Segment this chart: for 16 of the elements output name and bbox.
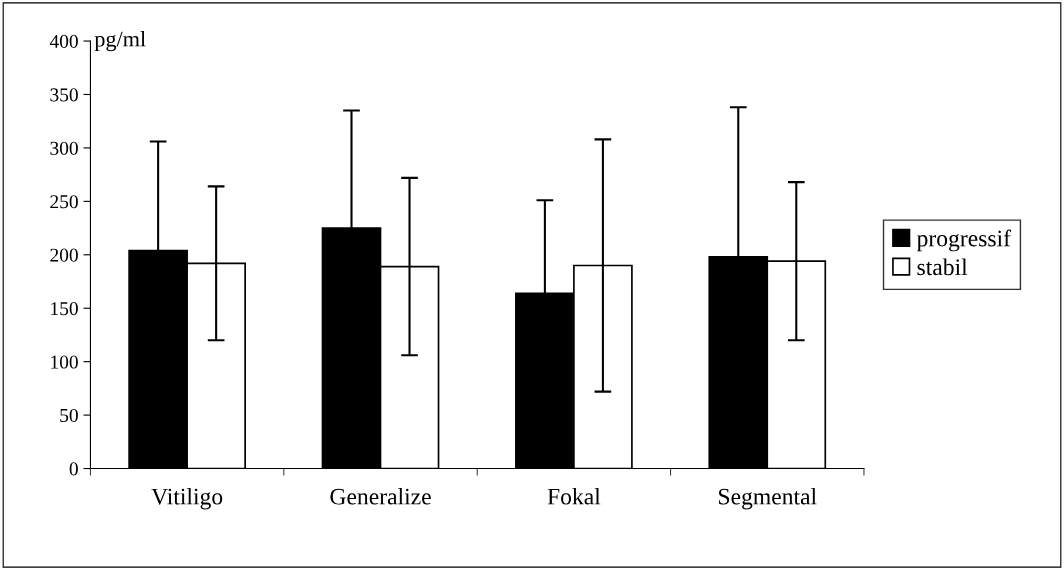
y-tick-label: 150 — [51, 302, 78, 316]
y-tick-label: 350 — [50, 88, 78, 102]
y-tick-label: 0 — [69, 462, 78, 476]
x-tick-label: Fokal — [547, 487, 601, 505]
y-tick-label: 50 — [60, 408, 78, 423]
legend-label: stabil — [917, 258, 968, 276]
y-tick-label: 250 — [50, 195, 78, 209]
y-tick-label: 100 — [51, 355, 78, 369]
x-tick-label: Generalize — [330, 487, 431, 505]
y-tick-label: 400 — [49, 34, 78, 48]
y-tick-label: 300 — [50, 141, 78, 155]
y-tick-label: 200 — [50, 248, 78, 262]
y-axis-title: pg/ml — [94, 30, 146, 52]
legend-label: progressif — [916, 229, 1011, 252]
x-tick-label: Vitiligo — [151, 487, 223, 510]
x-tick-label: Segmental — [719, 487, 817, 510]
